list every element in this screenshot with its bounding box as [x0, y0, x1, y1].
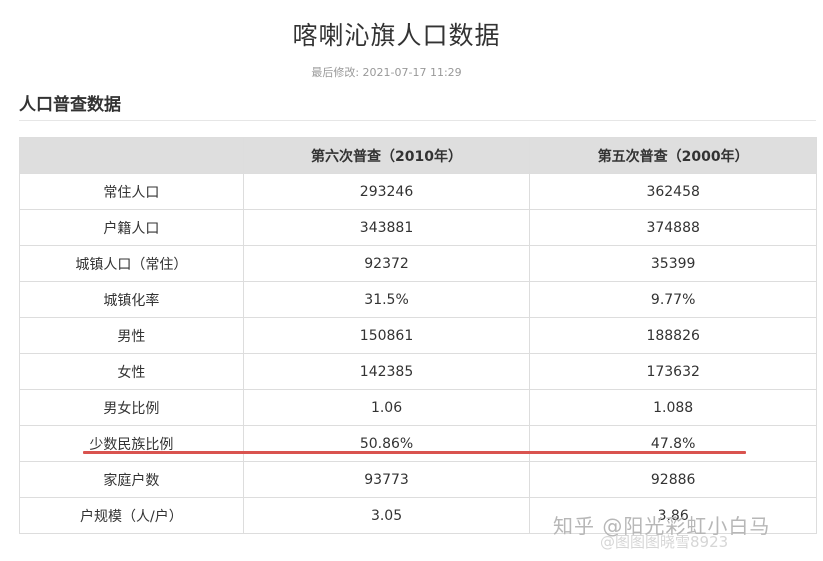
table-row: 城镇化率 31.5% 9.77% — [19, 281, 817, 318]
value-2010: 31.5% — [242, 281, 531, 318]
table-row: 户籍人口 343881 374888 — [19, 209, 817, 246]
last-modified: 最后修改: 2021-07-17 11:29 — [311, 66, 462, 79]
census-table: 第六次普查（2010年） 第五次普查（2000年） 常住人口 293246 36… — [19, 137, 817, 534]
header-label — [19, 137, 244, 174]
value-2010: 150861 — [242, 317, 531, 354]
value-2000: 173632 — [529, 353, 817, 390]
table-row: 女性 142385 173632 — [19, 353, 817, 390]
page-title: 喀喇沁旗人口数据 — [292, 21, 501, 50]
value-2010: 293246 — [242, 173, 531, 210]
table-row: 家庭户数 93773 92886 — [19, 461, 817, 498]
table-header-row: 第六次普查（2010年） 第五次普查（2000年） — [19, 137, 817, 174]
value-2000: 47.8% — [529, 425, 817, 462]
row-label: 男女比例 — [19, 389, 244, 426]
row-label: 户籍人口 — [19, 209, 244, 246]
row-label: 城镇人口（常住） — [19, 245, 244, 282]
value-2000: 35399 — [529, 245, 817, 282]
value-2010: 1.06 — [242, 389, 531, 426]
table-row-highlighted: 少数民族比例 50.86% 47.8% — [19, 425, 817, 462]
header-census-2010: 第六次普查（2010年） — [242, 137, 531, 174]
row-label: 少数民族比例 — [19, 425, 244, 462]
header-census-2000: 第五次普查（2000年） — [529, 137, 817, 174]
watermark-sub: @图图图晓雪8923 — [600, 533, 729, 551]
value-2000: 9.77% — [529, 281, 817, 318]
table-row: 男女比例 1.06 1.088 — [19, 389, 817, 426]
table-row: 常住人口 293246 362458 — [19, 173, 817, 210]
value-2010: 93773 — [242, 461, 531, 498]
highlight-underline — [83, 451, 746, 454]
row-label: 城镇化率 — [19, 281, 244, 318]
value-2000: 92886 — [529, 461, 817, 498]
table-row: 男性 150861 188826 — [19, 317, 817, 354]
section-title: 人口普查数据 — [19, 95, 121, 115]
value-2010: 3.05 — [242, 497, 531, 534]
row-label: 女性 — [19, 353, 244, 390]
row-label: 男性 — [19, 317, 244, 354]
value-2000: 3.86 — [529, 497, 817, 534]
value-2010: 92372 — [242, 245, 531, 282]
value-2010: 50.86% — [242, 425, 531, 462]
row-label: 家庭户数 — [19, 461, 244, 498]
value-2000: 362458 — [529, 173, 817, 210]
value-2000: 1.088 — [529, 389, 817, 426]
value-2010: 142385 — [242, 353, 531, 390]
value-2010: 343881 — [242, 209, 531, 246]
value-2000: 374888 — [529, 209, 817, 246]
table-row: 户规模（人/户） 3.05 3.86 — [19, 497, 817, 534]
watermark: 知乎 @阳光彩虹小白马 — [553, 514, 771, 538]
section-divider — [19, 120, 816, 121]
table-row: 城镇人口（常住） 92372 35399 — [19, 245, 817, 282]
value-2000: 188826 — [529, 317, 817, 354]
row-label: 户规模（人/户） — [19, 497, 244, 534]
row-label: 常住人口 — [19, 173, 244, 210]
